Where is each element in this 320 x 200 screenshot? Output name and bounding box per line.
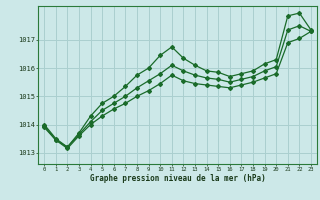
X-axis label: Graphe pression niveau de la mer (hPa): Graphe pression niveau de la mer (hPa) (90, 174, 266, 183)
